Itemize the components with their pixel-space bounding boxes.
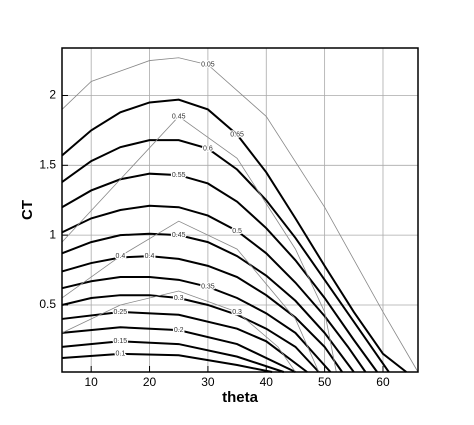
contour-line xyxy=(61,340,285,373)
x-tick-label: 50 xyxy=(318,375,332,389)
contour-label: 0.4 xyxy=(115,253,125,260)
contour-label: 0.3 xyxy=(174,295,184,302)
contour-label: 0.1 xyxy=(115,351,125,358)
x-tick-label: 40 xyxy=(260,375,274,389)
contour-line xyxy=(61,290,296,373)
contour-label: 0.2 xyxy=(174,327,184,334)
x-tick-label: 30 xyxy=(201,375,215,389)
contour-label: 0.15 xyxy=(114,338,128,345)
y-axis-title: CT xyxy=(19,200,36,220)
contour-line xyxy=(61,204,367,373)
contour-line xyxy=(61,352,273,373)
x-tick-label: 20 xyxy=(143,375,157,389)
contour-line xyxy=(61,139,390,373)
contour-line xyxy=(61,115,337,373)
contour-label: 0.3 xyxy=(232,309,242,316)
contour-line xyxy=(61,294,320,373)
contour-label: 0.5 xyxy=(232,228,242,235)
contour-line xyxy=(61,326,296,373)
contour-line xyxy=(61,220,320,373)
x-tick-label: 10 xyxy=(85,375,99,389)
y-tick-label: 2 xyxy=(49,88,56,102)
contour-label: 0.25 xyxy=(114,309,128,316)
x-axis-title: theta xyxy=(222,389,258,406)
contour-line xyxy=(61,276,332,373)
contour-label: 0.45 xyxy=(172,232,186,239)
contour-line xyxy=(61,98,407,373)
contour-label: 0.05 xyxy=(201,62,215,69)
contour-label: 0.65 xyxy=(230,131,244,138)
contour-line xyxy=(61,310,308,373)
y-tick-label: 1 xyxy=(49,227,56,241)
contour-line xyxy=(61,255,343,373)
contour-line xyxy=(61,57,419,373)
contour-label: 0.6 xyxy=(203,145,213,152)
contour-line xyxy=(61,232,355,373)
plot-frame xyxy=(61,47,419,373)
contour-line xyxy=(61,172,378,373)
contour-label: 0.55 xyxy=(172,172,186,179)
contour-label: 0.45 xyxy=(172,113,186,120)
y-tick-label: 0.5 xyxy=(39,297,56,311)
contour-label: 0.4 xyxy=(145,253,155,260)
y-tick-label: 1.5 xyxy=(39,157,56,171)
x-tick-label: 60 xyxy=(376,375,390,389)
contour-label: 0.35 xyxy=(201,284,215,291)
